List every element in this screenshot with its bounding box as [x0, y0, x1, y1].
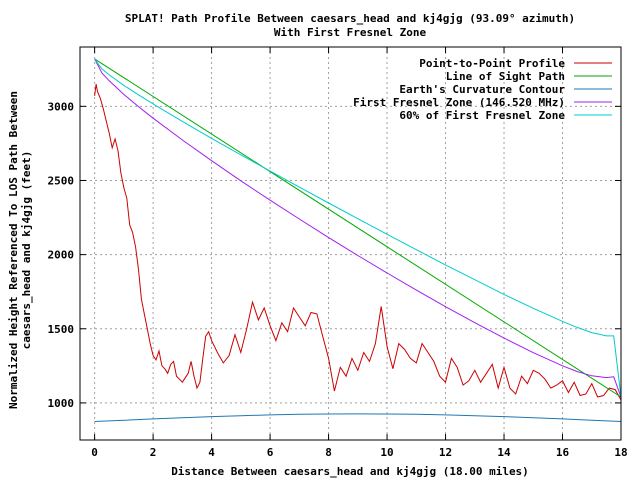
x-tick-label: 6	[267, 446, 274, 459]
x-tick-label: 10	[380, 446, 393, 459]
legend-label-3: Earth's Curvature Contour	[399, 83, 565, 96]
x-tick-label: 8	[325, 446, 332, 459]
plot-frame	[79, 46, 622, 441]
series-line-5	[94, 58, 622, 398]
series-line-1	[94, 84, 622, 401]
y-axis-label-line2: caesars_head and kj4gjg (feet)	[20, 151, 33, 350]
legend-label-4: First Fresnel Zone (146.520 MHz)	[353, 96, 565, 109]
x-tick-label: 16	[556, 446, 570, 459]
legend-label-1: Point-to-Point Profile	[419, 57, 565, 70]
series-line-3	[94, 413, 622, 422]
chart-title: SPLAT! Path Profile Between caesars_head…	[125, 12, 575, 25]
legend-label-2: Line of Sight Path	[446, 70, 565, 83]
x-axis-label: Distance Between caesars_head and kj4gjg…	[171, 465, 529, 478]
y-tick-label: 1500	[48, 323, 75, 336]
chart-subtitle: With First Fresnel Zone	[274, 26, 427, 39]
series-curves	[94, 58, 622, 422]
x-tick-label: 0	[91, 446, 98, 459]
y-tick-label: 2500	[48, 174, 75, 187]
y-tick-label: 2000	[48, 249, 75, 262]
x-tick-label: 4	[208, 446, 215, 459]
y-axis-label-line1: Normalized Height Referenced To LOS Path…	[7, 91, 20, 409]
series-line-2	[94, 58, 622, 398]
y-tick-label: 3000	[48, 100, 75, 113]
axis-ticks: 0 2 4 6 8 10 12 14 16 18 1000 1500 2000 2500 3000	[48, 47, 628, 459]
y-tick-label: 1000	[48, 397, 75, 410]
x-tick-label: 14	[497, 446, 511, 459]
legend-label-5: 60% of First Fresnel Zone	[399, 109, 565, 122]
series-line-4	[94, 58, 622, 398]
x-tick-label: 18	[614, 446, 627, 459]
grid-lines	[80, 47, 622, 440]
x-tick-label: 2	[150, 446, 157, 459]
x-tick-label: 12	[439, 446, 452, 459]
